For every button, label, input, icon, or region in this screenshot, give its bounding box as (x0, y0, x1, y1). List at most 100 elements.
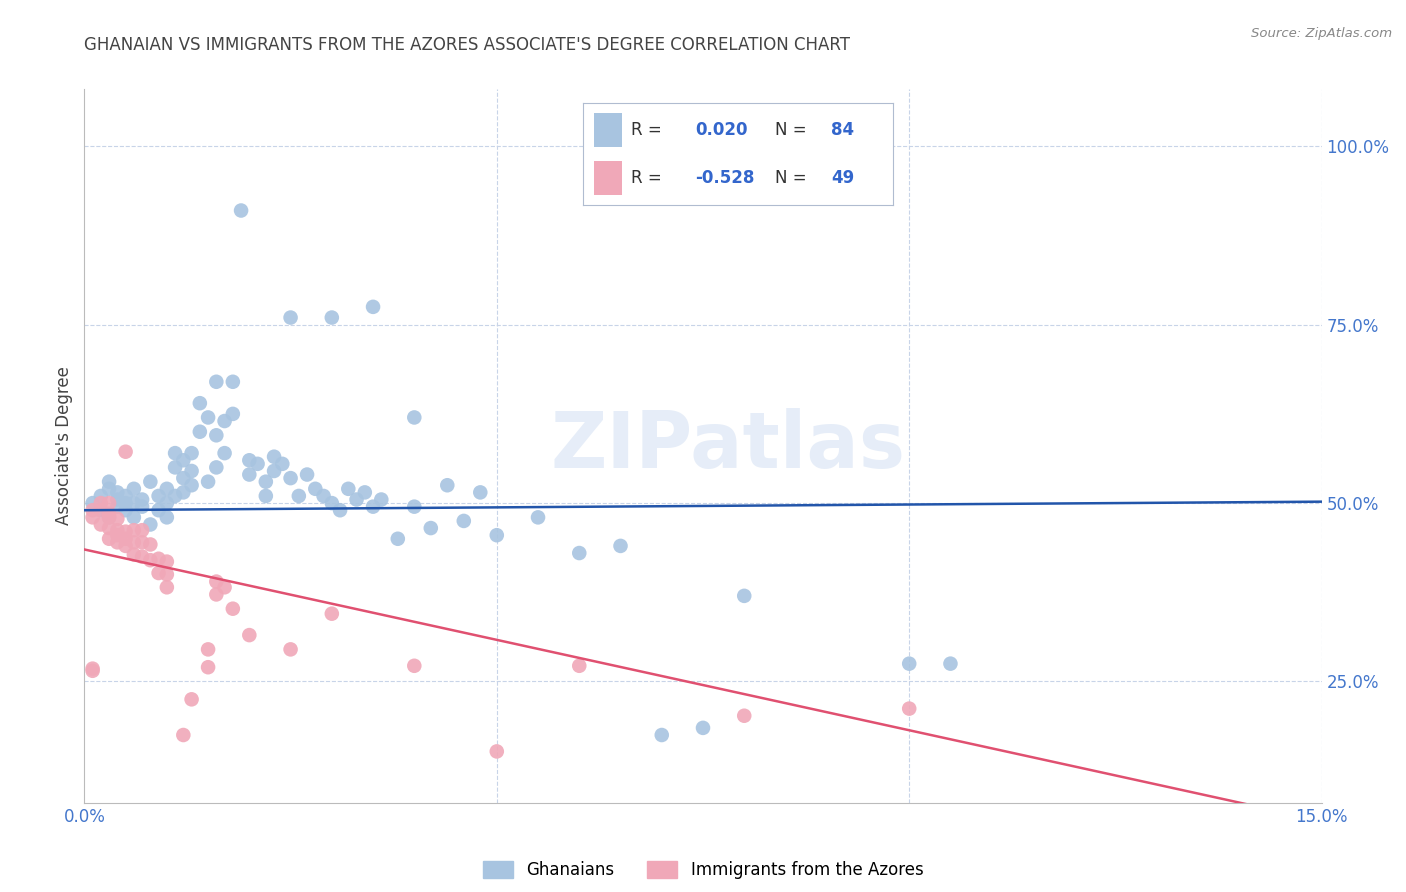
Point (139, 517, 162, 532)
Point (156, 580, 179, 594)
Point (172, 453, 194, 467)
Point (131, 492, 153, 507)
Point (82, 496, 104, 510)
Point (114, 524, 136, 539)
Point (280, 310, 302, 325)
Point (485, 528, 508, 542)
Text: ZIPatlas: ZIPatlas (550, 408, 905, 484)
Point (733, 708, 755, 723)
Point (90, 503, 112, 517)
Text: -0.528: -0.528 (695, 169, 754, 187)
Point (280, 642, 302, 657)
Point (156, 567, 179, 582)
Point (105, 535, 128, 549)
Point (321, 496, 343, 510)
Point (387, 532, 409, 546)
Point (238, 467, 260, 482)
Point (214, 414, 236, 428)
Point (321, 310, 343, 325)
Point (361, 300, 384, 314)
Point (205, 587, 228, 601)
Point (419, 521, 441, 535)
Point (148, 489, 170, 503)
Y-axis label: Associate's Degree: Associate's Degree (55, 367, 73, 525)
Point (337, 482, 360, 496)
Point (82, 662, 104, 676)
Text: R =: R = (631, 120, 662, 139)
Point (609, 539, 631, 553)
Point (114, 539, 136, 553)
Point (304, 482, 326, 496)
Point (98, 510, 121, 524)
Point (651, 728, 673, 742)
Point (692, 721, 714, 735)
Text: N =: N = (775, 169, 807, 187)
Point (238, 628, 260, 642)
Point (485, 744, 508, 758)
Point (180, 478, 202, 492)
Point (139, 553, 162, 567)
Text: 84: 84 (831, 120, 853, 139)
Point (90, 489, 112, 503)
Point (131, 523, 153, 537)
Point (436, 478, 458, 492)
Point (172, 471, 194, 485)
Point (197, 410, 219, 425)
Point (148, 503, 170, 517)
Point (238, 453, 260, 467)
Point (105, 528, 128, 542)
Text: 49: 49 (831, 169, 855, 187)
Point (205, 460, 228, 475)
Point (361, 500, 384, 514)
Point (105, 523, 128, 537)
Point (122, 548, 145, 562)
Point (172, 728, 194, 742)
Point (131, 535, 153, 549)
FancyBboxPatch shape (595, 161, 621, 194)
Point (98, 521, 121, 535)
Point (90, 496, 112, 510)
Point (229, 203, 252, 218)
Point (214, 580, 236, 594)
Point (82, 664, 104, 678)
Point (90, 503, 112, 517)
Point (188, 425, 211, 439)
Point (353, 485, 375, 500)
Point (105, 500, 128, 514)
Point (205, 375, 228, 389)
Point (172, 485, 194, 500)
Point (98, 475, 121, 489)
Point (131, 549, 153, 564)
Point (114, 444, 136, 458)
Point (453, 514, 475, 528)
Point (205, 428, 228, 442)
Point (156, 555, 179, 569)
Point (114, 489, 136, 503)
Point (246, 457, 269, 471)
Point (205, 574, 228, 589)
Point (939, 657, 962, 671)
Point (329, 503, 352, 517)
Point (404, 410, 426, 425)
Point (90, 517, 112, 532)
Point (165, 489, 187, 503)
Point (105, 492, 128, 507)
Point (527, 510, 550, 524)
Point (295, 467, 318, 482)
Point (122, 535, 145, 549)
Point (180, 446, 202, 460)
Point (263, 450, 285, 464)
Point (82, 510, 104, 524)
Point (105, 512, 128, 526)
Point (180, 692, 202, 706)
Point (312, 489, 335, 503)
Point (156, 496, 179, 510)
Point (254, 475, 277, 489)
Point (98, 482, 121, 496)
Point (470, 485, 492, 500)
Point (105, 485, 128, 500)
Legend: Ghanaians, Immigrants from the Azores: Ghanaians, Immigrants from the Azores (482, 861, 924, 880)
Point (139, 537, 162, 551)
Point (197, 660, 219, 674)
Point (165, 446, 187, 460)
